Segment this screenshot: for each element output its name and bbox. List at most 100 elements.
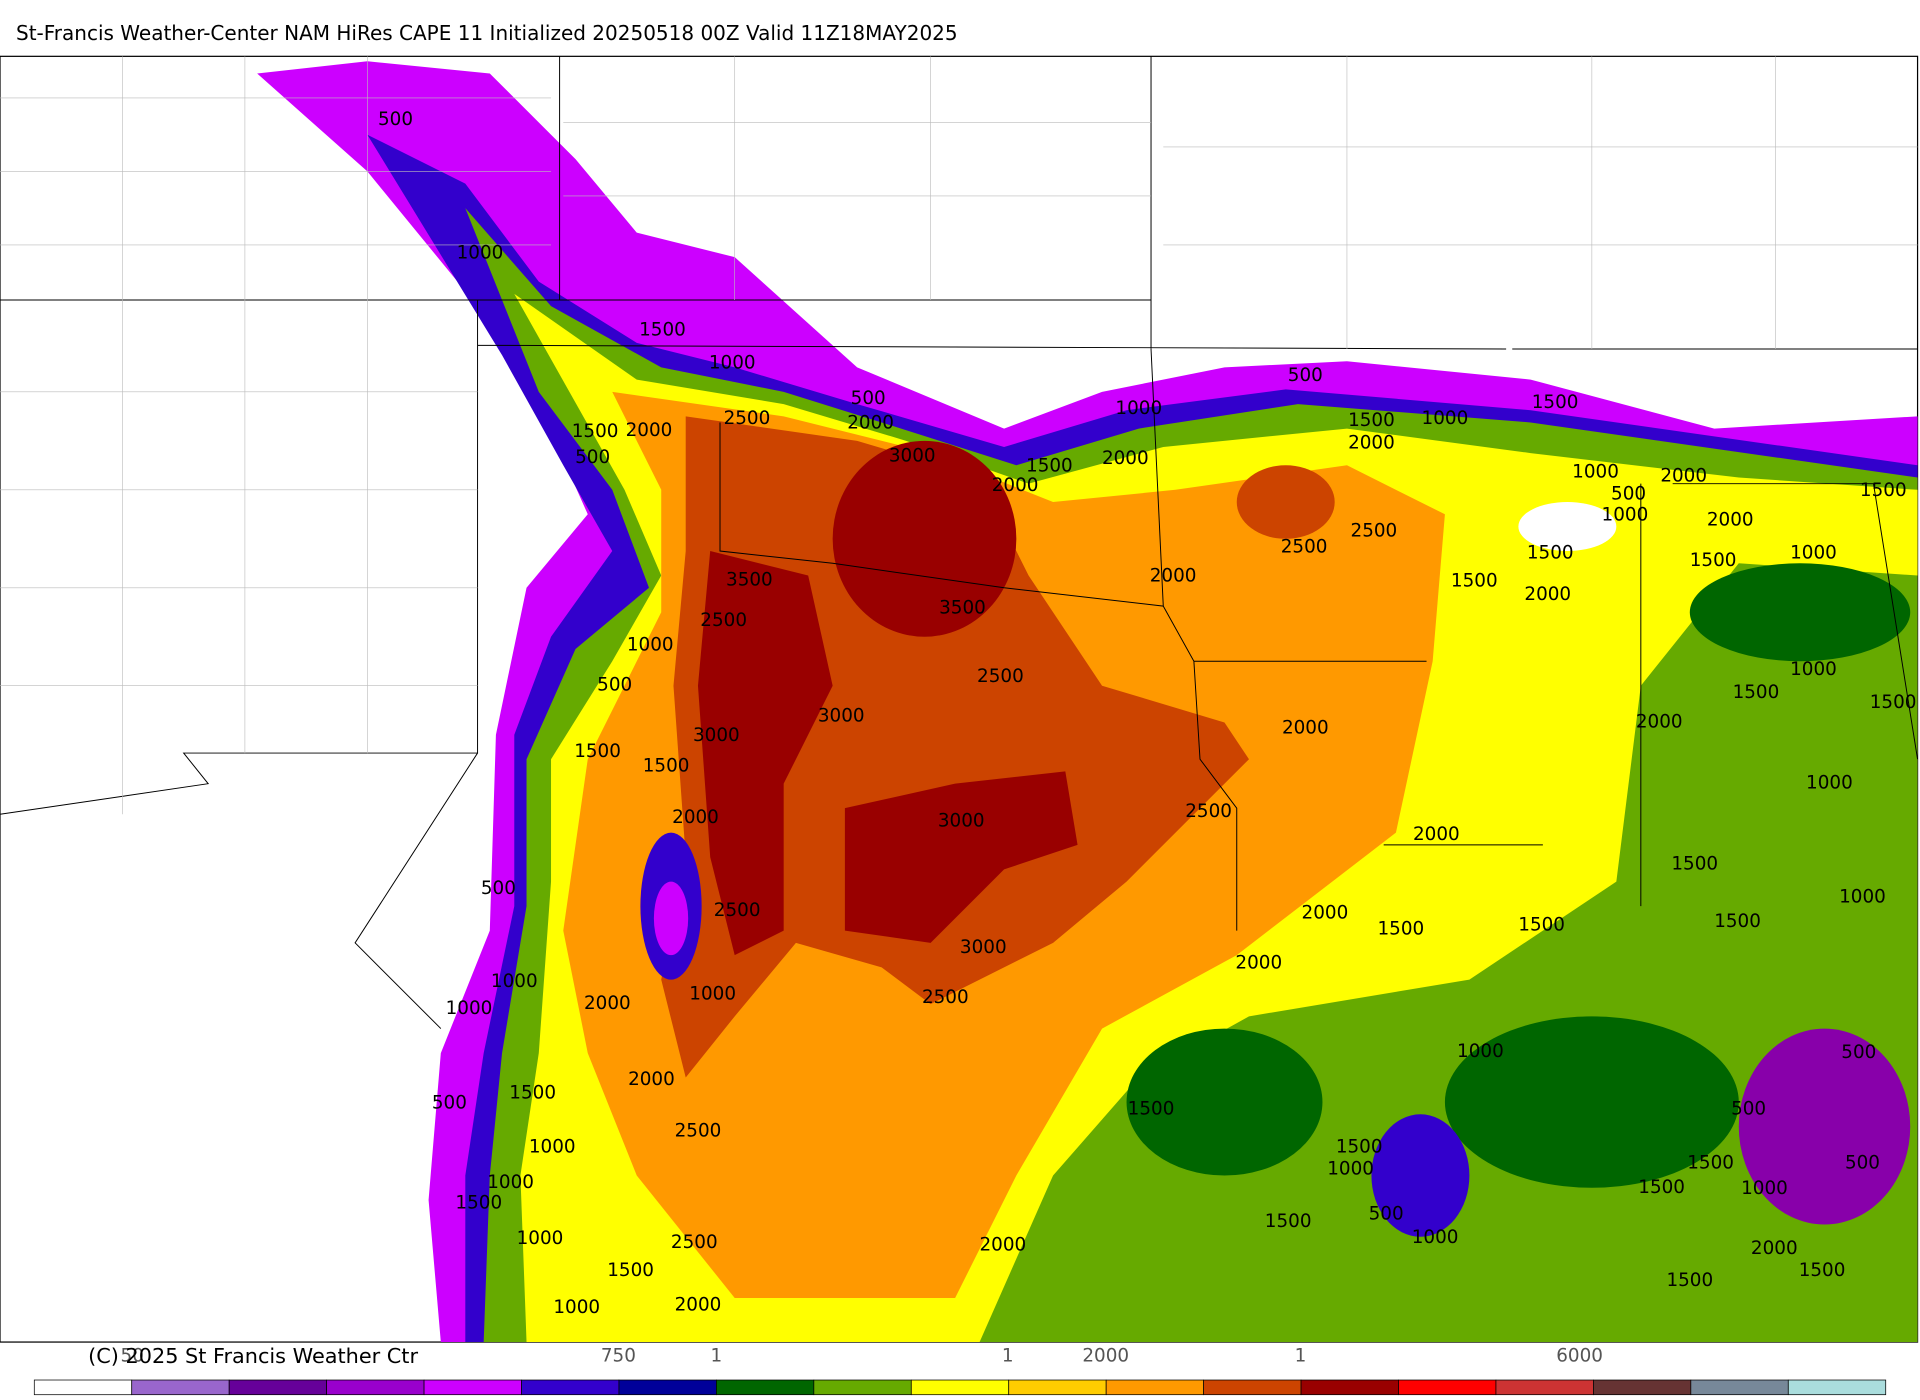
contour-label: 1500: [1265, 1211, 1312, 1232]
contour-label: 1500: [1532, 392, 1579, 413]
colorbar-swatch: [1203, 1379, 1302, 1396]
contour-label: 1000: [446, 998, 493, 1019]
contour-label: 500: [1369, 1204, 1404, 1225]
cape-3500: [832, 440, 1017, 637]
contour-label: 3500: [726, 569, 773, 590]
contour-label: 500: [597, 675, 632, 696]
colorbar-swatch: [1300, 1379, 1399, 1396]
contour-label: 1000: [1741, 1178, 1788, 1199]
county-lines: [0, 56, 1918, 815]
contour-label: 2000: [1524, 584, 1571, 605]
contour-label: 500: [1611, 484, 1646, 505]
contour-label: 2500: [922, 987, 969, 1008]
colorbar-swatch: [228, 1379, 327, 1396]
contour-label: 1000: [689, 983, 736, 1004]
contour-label: 1500: [1638, 1177, 1685, 1198]
contour-label: 2500: [1351, 520, 1398, 541]
contour-label: 500: [1288, 365, 1323, 386]
colorbar-label: 2000: [1082, 1346, 1129, 1367]
contour-label: 1000: [627, 634, 674, 655]
contour-label: 1500: [1336, 1136, 1383, 1157]
colorbar-label: 750: [601, 1346, 636, 1367]
contour-label: 1500: [1799, 1260, 1846, 1281]
contour-label: 1500: [1451, 571, 1498, 592]
contour-label: 3000: [693, 725, 740, 746]
colorbar-swatch: [33, 1379, 133, 1396]
contour-label: 2000: [1348, 432, 1395, 453]
contour-label: 1500: [1666, 1270, 1713, 1291]
colorbar-swatch: [1690, 1379, 1789, 1396]
contour-label: 500: [1841, 1042, 1876, 1063]
contour-label: 1500: [1714, 911, 1761, 932]
contour-label: 2000: [1302, 902, 1349, 923]
contour-label: 1500: [572, 421, 619, 442]
contour-label: 1000: [517, 1228, 564, 1249]
colorbar-label: 1: [710, 1346, 722, 1367]
contour-label: 2000: [626, 420, 673, 441]
cape-500: [653, 881, 689, 956]
contour-label: 1000: [1115, 398, 1162, 419]
contour-label: 1500: [1690, 550, 1737, 571]
contour-label: 2000: [584, 993, 631, 1014]
contour-label: 1500: [1860, 480, 1907, 501]
contour-label: 1000: [1457, 1041, 1504, 1062]
contour-label: 2000: [1282, 718, 1329, 739]
contour-label: 1500: [639, 320, 686, 341]
contour-label: 1500: [1128, 1098, 1175, 1119]
contour-label: 3000: [889, 446, 936, 467]
contour-label: 1000: [457, 242, 504, 263]
contour-label: 2000: [979, 1234, 1026, 1255]
contour-label: 1000: [1422, 408, 1469, 429]
contour-label: 500: [1731, 1098, 1766, 1119]
colorbar-swatch: [1008, 1379, 1107, 1396]
contour-label: 1500: [1377, 918, 1424, 939]
contour-label: 2000: [1636, 711, 1683, 732]
colorbar-swatch: [910, 1379, 1010, 1396]
contour-label: 1000: [1806, 773, 1853, 794]
contour-label: 1000: [487, 1172, 534, 1193]
contour-label: 2500: [724, 408, 771, 429]
contour-label: 2000: [1235, 953, 1282, 974]
colorbar-swatch: [716, 1379, 815, 1396]
copyright: (C) 2025 St Francis Weather Ctr: [88, 1344, 418, 1368]
colorbar-swatch: [131, 1379, 230, 1396]
contour-label: 2500: [700, 610, 747, 631]
contour-label: 2000: [1751, 1238, 1798, 1259]
contour-label: 1000: [1412, 1227, 1459, 1248]
contour-label: 1000: [1790, 659, 1837, 680]
contour-label: 1500: [1026, 456, 1073, 477]
cape-500: [1738, 1028, 1911, 1225]
contour-label: 1500: [643, 756, 690, 777]
contour-label: 500: [575, 447, 610, 468]
colorbar: 50 750 1 1 2000 1 6000: [33, 1346, 1887, 1396]
contour-label: 2000: [1707, 509, 1754, 530]
contour-label: 1000: [709, 353, 756, 374]
cape-3000: [1236, 465, 1335, 539]
colorbar-swatch: [521, 1379, 620, 1396]
colorbar-swatch: [1593, 1379, 1692, 1396]
contour-label: 2000: [675, 1294, 722, 1315]
colorbar-label: 1: [1295, 1346, 1307, 1367]
contour-label: 2000: [1150, 566, 1197, 587]
contour-label: 1000: [1572, 462, 1619, 483]
colorbar-label: 1: [1002, 1346, 1014, 1367]
contour-label: 3000: [818, 705, 865, 726]
contour-label: 1500: [607, 1260, 654, 1281]
contour-label: 1500: [1733, 682, 1780, 703]
contour-label: 500: [481, 878, 516, 899]
contour-label: 500: [1845, 1152, 1880, 1173]
colorbar-swatch: [1495, 1379, 1594, 1396]
contour-label: 2000: [847, 413, 894, 434]
contour-label: 2000: [1660, 465, 1707, 486]
contour-label: 1000: [553, 1297, 600, 1318]
contour-label: 1500: [1870, 692, 1917, 713]
colorbar-label: 6000: [1556, 1346, 1603, 1367]
contour-label: 2500: [1281, 536, 1328, 557]
colorbar-swatch: [1105, 1379, 1204, 1396]
contour-label: 1500: [574, 741, 621, 762]
contour-label: 2500: [714, 900, 761, 921]
colorbar-swatch: [1398, 1379, 1497, 1396]
